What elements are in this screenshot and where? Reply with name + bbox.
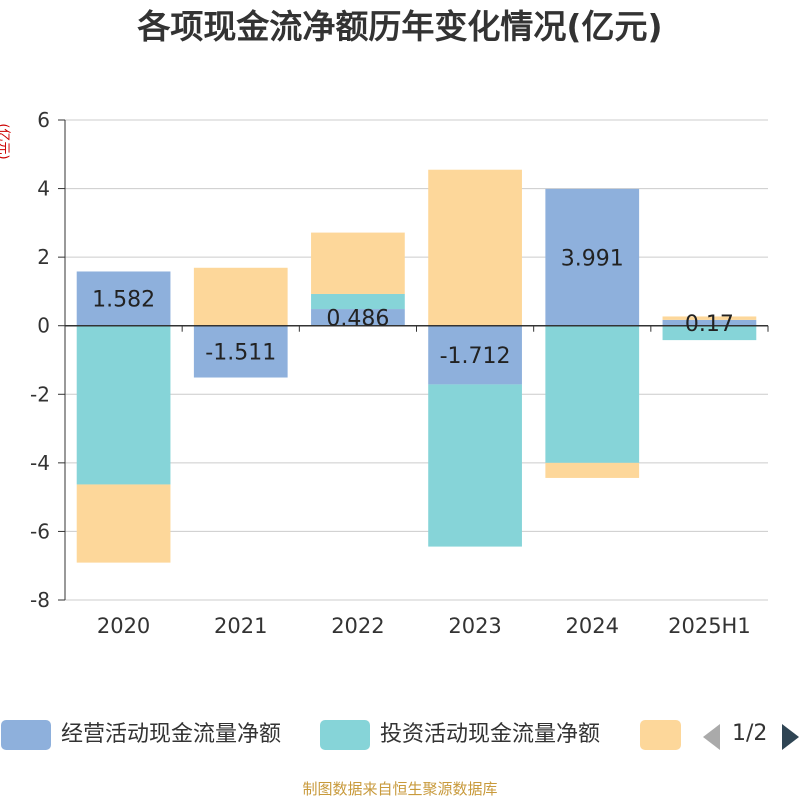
bar-2025H1-series-1 [662,319,757,326]
bar-2025H1-series-3 [662,316,757,320]
legend-swatch-operating [1,720,51,750]
triangle-right-icon[interactable] [782,724,799,750]
x-tick-label: 2023 [448,614,501,638]
bar-2020-series-3 [76,484,171,563]
x-tick-label: 2024 [566,614,619,638]
data-label-2020: 1.582 [92,288,155,313]
bar-2023-series-1 [428,325,522,385]
chart-title: 各项现金流净额历年变化情况(亿元) [137,7,663,46]
y-tick-label: 4 [37,177,50,201]
y-tick-label: 6 [37,108,50,132]
legend-label-investing: 投资活动现金流量净额 [380,722,601,747]
data-label-2022: 0.486 [326,306,389,331]
triangle-left-icon[interactable] [703,724,720,750]
bar-2022-series-2 [311,293,405,310]
data-label-2024: 3.991 [561,246,624,271]
y-tick-label: 2 [37,245,50,269]
bar-2022-series-3 [311,232,405,294]
y-tick-label: -4 [30,451,50,475]
bar-2021-series-1 [193,325,288,378]
bar-2020-series-1 [76,271,171,326]
bar-2024-series-3 [545,462,640,478]
data-label-2021: -1.511 [205,341,276,366]
bar-2021-series-3 [193,267,288,326]
legend-swatch-investing [320,720,370,750]
x-tick-label: 2022 [331,614,384,638]
source-note: 制图数据来自恒生聚源数据库 [302,780,498,798]
bar-2022-series-1 [311,309,405,326]
data-label-2025H1: 0.17 [685,312,734,337]
x-tick-label: 2021 [214,614,267,638]
legend-swatch-third [640,720,681,750]
y-tick-label: -6 [30,519,50,543]
bar-2023-series-2 [428,384,522,547]
legend-label-operating: 经营活动现金流量净额 [61,722,282,747]
bar-2023-series-3 [428,169,522,326]
bar-2025H1-series-2 [662,325,757,341]
bar-2024-series-1 [545,188,640,326]
legend: 经营活动现金流量净额 投资活动现金流量净额 [0,712,800,756]
data-label-2023: -1.712 [440,344,511,369]
bar-chart: 6 4 2 0 -2 -4 -6 -8 1.582 -1.511 0.486 -1.712 3.991 0… [30,108,769,638]
y-tick-label: -8 [30,588,50,612]
x-tick-label: 2020 [97,614,150,638]
y-tick-label: -2 [30,382,50,406]
y-tick-label: 0 [37,314,50,338]
bar-2024-series-2 [545,325,640,463]
legend-page-indicator: 1/2 [732,721,768,746]
x-tick-label: 2025H1 [668,614,751,638]
bar-2020-series-2 [76,325,171,485]
